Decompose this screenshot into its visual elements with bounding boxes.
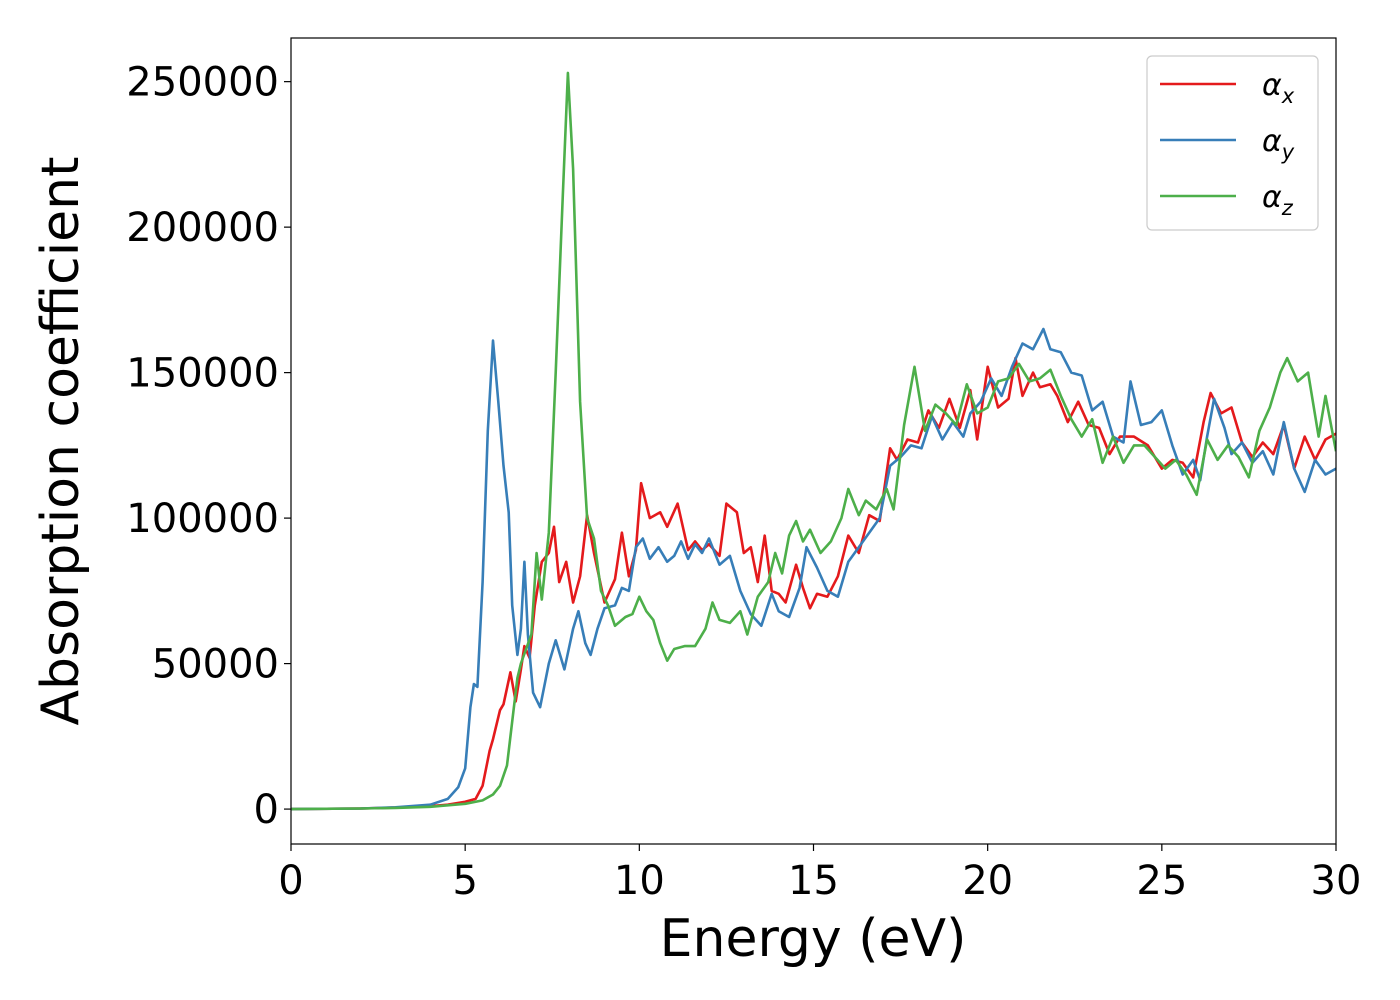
series-line-x [291, 356, 1336, 811]
legend-label-z: αz [1262, 180, 1294, 220]
x-tick-label: 5 [452, 858, 477, 904]
legend-frame [1146, 55, 1319, 231]
x-tick-label: 0 [278, 858, 303, 904]
x-tick-label: 20 [962, 858, 1013, 904]
y-tick-label: 150000 [126, 351, 279, 397]
legend-label-y: αy [1262, 124, 1295, 164]
legend-label-x: αx [1262, 68, 1295, 108]
x-tick-label: 10 [614, 858, 665, 904]
y-axis-ticks: 0 50000 100000 150000 200000 250000 [126, 60, 291, 833]
series-line-y [291, 327, 1336, 811]
legend: αx αy αz [1146, 55, 1319, 231]
series-layer [291, 71, 1336, 811]
y-axis-title: Absorption coefficient [31, 156, 91, 725]
x-tick-label: 25 [1136, 858, 1187, 904]
x-tick-label: 30 [1311, 858, 1362, 904]
x-tick-label: 15 [788, 858, 839, 904]
y-tick-label: 50000 [152, 642, 279, 688]
x-axis-ticks: 0 5 10 15 20 25 30 [278, 844, 1361, 904]
series-line-z [291, 71, 1336, 811]
y-tick-label: 100000 [126, 496, 279, 542]
y-tick-label: 200000 [126, 205, 279, 251]
y-tick-label: 0 [254, 787, 279, 833]
y-tick-label: 250000 [126, 60, 279, 106]
x-axis-title: Energy (eV) [660, 909, 967, 969]
